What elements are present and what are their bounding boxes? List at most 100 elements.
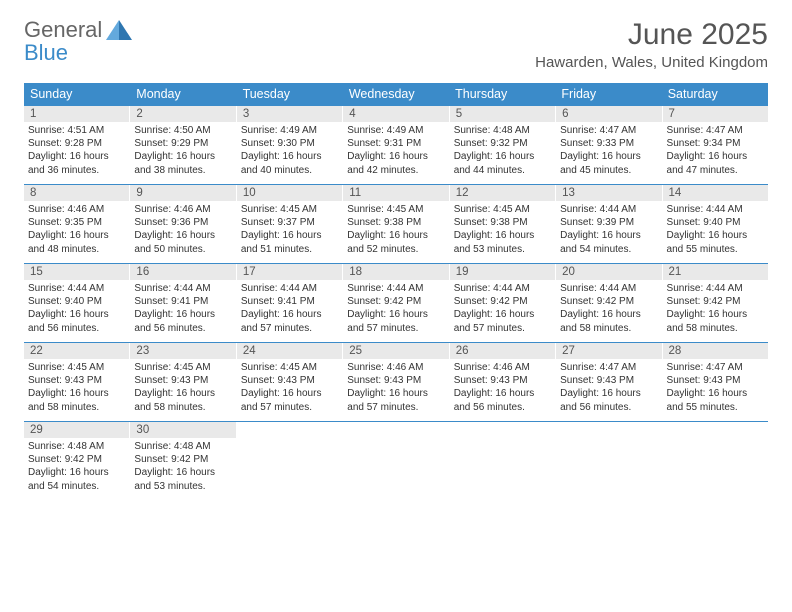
daylight-line: Daylight: 16 hours and 53 minutes. (134, 466, 231, 492)
day-cell: 29Sunrise: 4:48 AMSunset: 9:42 PMDayligh… (24, 422, 130, 500)
day-number: 25 (343, 343, 448, 359)
day-content: Sunrise: 4:44 AMSunset: 9:41 PMDaylight:… (130, 280, 235, 338)
sunrise-line: Sunrise: 4:44 AM (454, 282, 551, 295)
sunset-line: Sunset: 9:33 PM (560, 137, 657, 150)
day-number: 19 (450, 264, 555, 280)
day-cell: 16Sunrise: 4:44 AMSunset: 9:41 PMDayligh… (130, 264, 236, 342)
daylight-line: Daylight: 16 hours and 47 minutes. (667, 150, 764, 176)
logo: General Blue (24, 18, 132, 64)
daylight-line: Daylight: 16 hours and 56 minutes. (134, 308, 231, 334)
day-number: 23 (130, 343, 235, 359)
day-cell: 3Sunrise: 4:49 AMSunset: 9:30 PMDaylight… (237, 106, 343, 184)
sunrise-line: Sunrise: 4:50 AM (134, 124, 231, 137)
day-content: Sunrise: 4:46 AMSunset: 9:35 PMDaylight:… (24, 201, 129, 259)
daylight-line: Daylight: 16 hours and 57 minutes. (241, 308, 338, 334)
weekday-header-cell: Sunday (24, 83, 130, 105)
day-number: 2 (130, 106, 235, 122)
daylight-line: Daylight: 16 hours and 54 minutes. (560, 229, 657, 255)
week-row: 29Sunrise: 4:48 AMSunset: 9:42 PMDayligh… (24, 421, 768, 500)
sunset-line: Sunset: 9:36 PM (134, 216, 231, 229)
day-content: Sunrise: 4:46 AMSunset: 9:43 PMDaylight:… (450, 359, 555, 417)
day-cell (556, 422, 662, 500)
day-cell: 5Sunrise: 4:48 AMSunset: 9:32 PMDaylight… (450, 106, 556, 184)
sunset-line: Sunset: 9:31 PM (347, 137, 444, 150)
sunset-line: Sunset: 9:35 PM (28, 216, 125, 229)
day-number: 12 (450, 185, 555, 201)
day-content: Sunrise: 4:45 AMSunset: 9:43 PMDaylight:… (130, 359, 235, 417)
day-number: 21 (663, 264, 768, 280)
header-row: General Blue June 2025 Hawarden, Wales, … (24, 18, 768, 71)
sunset-line: Sunset: 9:43 PM (241, 374, 338, 387)
day-cell: 30Sunrise: 4:48 AMSunset: 9:42 PMDayligh… (130, 422, 236, 500)
daylight-line: Daylight: 16 hours and 58 minutes. (560, 308, 657, 334)
weekday-header-cell: Tuesday (237, 83, 343, 105)
sunset-line: Sunset: 9:42 PM (28, 453, 125, 466)
sunrise-line: Sunrise: 4:44 AM (134, 282, 231, 295)
day-content: Sunrise: 4:45 AMSunset: 9:43 PMDaylight:… (237, 359, 342, 417)
daylight-line: Daylight: 16 hours and 56 minutes. (560, 387, 657, 413)
daylight-line: Daylight: 16 hours and 57 minutes. (454, 308, 551, 334)
day-number: 29 (24, 422, 129, 438)
day-number: 8 (24, 185, 129, 201)
day-number: 16 (130, 264, 235, 280)
day-number: 13 (556, 185, 661, 201)
day-number: 5 (450, 106, 555, 122)
sunrise-line: Sunrise: 4:47 AM (667, 124, 764, 137)
sunset-line: Sunset: 9:42 PM (667, 295, 764, 308)
sunset-line: Sunset: 9:34 PM (667, 137, 764, 150)
day-content: Sunrise: 4:46 AMSunset: 9:43 PMDaylight:… (343, 359, 448, 417)
sunrise-line: Sunrise: 4:47 AM (667, 361, 764, 374)
title-block: June 2025 Hawarden, Wales, United Kingdo… (535, 18, 768, 71)
day-cell: 17Sunrise: 4:44 AMSunset: 9:41 PMDayligh… (237, 264, 343, 342)
logo-text-general: General (24, 17, 102, 42)
day-number: 27 (556, 343, 661, 359)
day-content: Sunrise: 4:47 AMSunset: 9:43 PMDaylight:… (663, 359, 768, 417)
daylight-line: Daylight: 16 hours and 53 minutes. (454, 229, 551, 255)
day-number: 26 (450, 343, 555, 359)
sunrise-line: Sunrise: 4:44 AM (241, 282, 338, 295)
daylight-line: Daylight: 16 hours and 57 minutes. (347, 387, 444, 413)
day-cell: 14Sunrise: 4:44 AMSunset: 9:40 PMDayligh… (663, 185, 768, 263)
day-content: Sunrise: 4:44 AMSunset: 9:42 PMDaylight:… (663, 280, 768, 338)
sunrise-line: Sunrise: 4:47 AM (560, 124, 657, 137)
weekday-header-cell: Thursday (449, 83, 555, 105)
sunset-line: Sunset: 9:42 PM (347, 295, 444, 308)
day-content: Sunrise: 4:47 AMSunset: 9:43 PMDaylight:… (556, 359, 661, 417)
day-content: Sunrise: 4:44 AMSunset: 9:42 PMDaylight:… (556, 280, 661, 338)
sunrise-line: Sunrise: 4:45 AM (241, 361, 338, 374)
day-content: Sunrise: 4:47 AMSunset: 9:33 PMDaylight:… (556, 122, 661, 180)
sunset-line: Sunset: 9:39 PM (560, 216, 657, 229)
daylight-line: Daylight: 16 hours and 57 minutes. (241, 387, 338, 413)
sunrise-line: Sunrise: 4:45 AM (241, 203, 338, 216)
sunset-line: Sunset: 9:43 PM (134, 374, 231, 387)
daylight-line: Daylight: 16 hours and 56 minutes. (28, 308, 125, 334)
sunrise-line: Sunrise: 4:46 AM (28, 203, 125, 216)
sunset-line: Sunset: 9:37 PM (241, 216, 338, 229)
day-cell (450, 422, 556, 500)
day-content: Sunrise: 4:44 AMSunset: 9:40 PMDaylight:… (663, 201, 768, 259)
sunset-line: Sunset: 9:40 PM (667, 216, 764, 229)
day-content: Sunrise: 4:49 AMSunset: 9:30 PMDaylight:… (237, 122, 342, 180)
sunset-line: Sunset: 9:38 PM (347, 216, 444, 229)
day-number: 1 (24, 106, 129, 122)
sunset-line: Sunset: 9:41 PM (241, 295, 338, 308)
daylight-line: Daylight: 16 hours and 52 minutes. (347, 229, 444, 255)
daylight-line: Daylight: 16 hours and 55 minutes. (667, 387, 764, 413)
sunset-line: Sunset: 9:40 PM (28, 295, 125, 308)
sunrise-line: Sunrise: 4:44 AM (560, 282, 657, 295)
weekday-header-row: SundayMondayTuesdayWednesdayThursdayFrid… (24, 83, 768, 105)
daylight-line: Daylight: 16 hours and 36 minutes. (28, 150, 125, 176)
day-cell: 10Sunrise: 4:45 AMSunset: 9:37 PMDayligh… (237, 185, 343, 263)
day-number: 18 (343, 264, 448, 280)
sunset-line: Sunset: 9:28 PM (28, 137, 125, 150)
daylight-line: Daylight: 16 hours and 38 minutes. (134, 150, 231, 176)
day-number: 30 (130, 422, 235, 438)
day-cell: 19Sunrise: 4:44 AMSunset: 9:42 PMDayligh… (450, 264, 556, 342)
day-content: Sunrise: 4:45 AMSunset: 9:37 PMDaylight:… (237, 201, 342, 259)
day-cell (237, 422, 343, 500)
day-cell: 9Sunrise: 4:46 AMSunset: 9:36 PMDaylight… (130, 185, 236, 263)
day-number: 24 (237, 343, 342, 359)
sunset-line: Sunset: 9:43 PM (454, 374, 551, 387)
day-cell: 23Sunrise: 4:45 AMSunset: 9:43 PMDayligh… (130, 343, 236, 421)
day-number: 20 (556, 264, 661, 280)
